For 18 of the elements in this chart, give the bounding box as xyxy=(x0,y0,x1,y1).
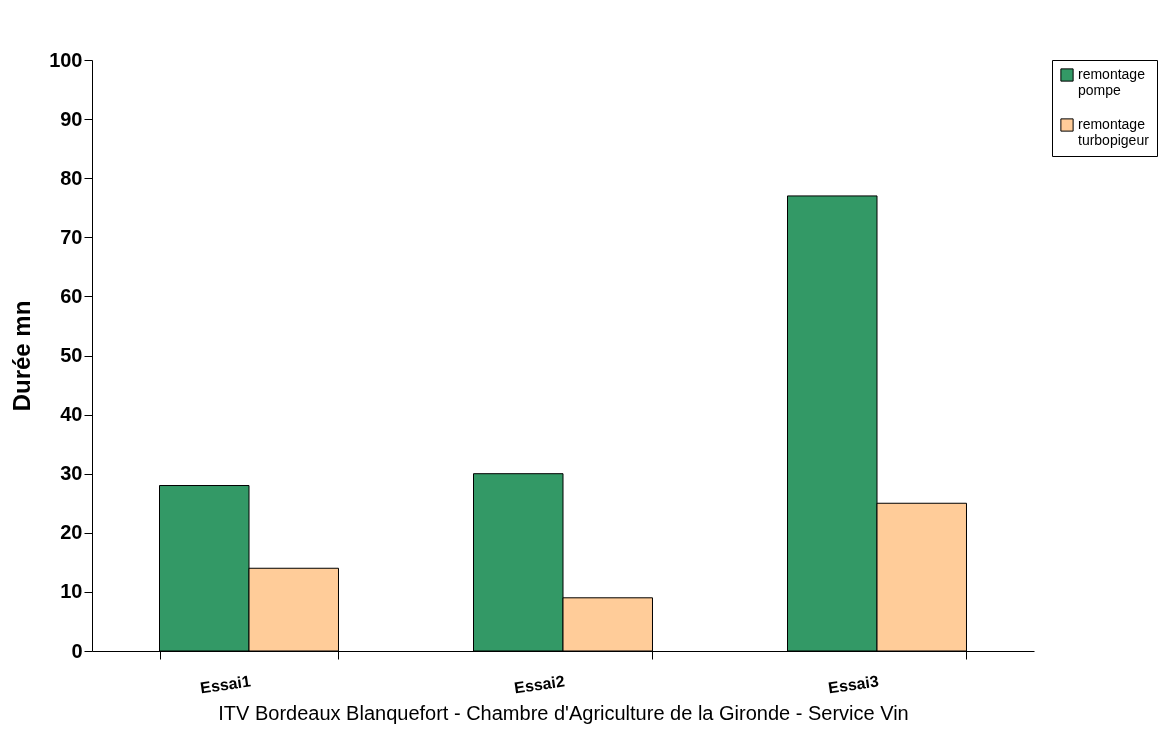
x-tick-label: Essai3 xyxy=(827,672,880,697)
y-tick-label: 10 xyxy=(60,580,83,603)
x-axis-title: ITV Bordeaux Blanquefort - Chambre d'Agriculture de la Gironde - Service Vin xyxy=(218,702,909,725)
y-tick-label: 100 xyxy=(49,48,83,71)
x-tick-label: Essai2 xyxy=(513,672,566,697)
legend-label: remontage turbopigeur xyxy=(1078,116,1150,148)
y-tick-label: 90 xyxy=(60,107,83,130)
x-tick-label: Essai1 xyxy=(199,672,252,697)
y-tick-label: 50 xyxy=(60,344,83,366)
legend-label: remontage pompe xyxy=(1078,66,1146,98)
y-tick-label: 60 xyxy=(60,284,83,307)
y-axis-title: Durée mn xyxy=(8,300,36,412)
y-tick-label: 40 xyxy=(60,403,83,426)
y-tick-label: 0 xyxy=(71,639,83,662)
y-tick-label: 20 xyxy=(60,521,83,544)
y-tick-label: 80 xyxy=(60,166,83,189)
y-tick-label: 30 xyxy=(60,462,83,485)
y-tick-label: 70 xyxy=(60,225,83,248)
